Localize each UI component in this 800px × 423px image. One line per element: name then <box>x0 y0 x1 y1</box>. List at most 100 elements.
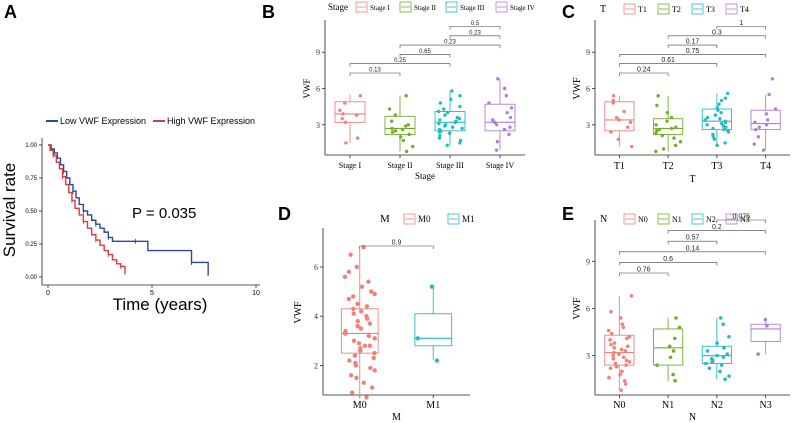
data-point <box>495 140 500 144</box>
data-point <box>721 322 726 327</box>
data-point <box>371 355 376 361</box>
legend-label: Stage III <box>460 4 485 12</box>
data-point <box>720 121 724 126</box>
data-point <box>393 129 398 133</box>
data-point <box>719 110 723 115</box>
p-value-label: 1 <box>739 20 743 27</box>
y-tick-label: 6 <box>316 85 320 94</box>
comparison-bracket: 0.14 <box>619 245 766 255</box>
data-point <box>620 322 625 327</box>
p-value-label: 0.25 <box>394 58 406 64</box>
p-value-label: 0.6 <box>663 256 673 263</box>
legend-label: M0 <box>418 214 431 224</box>
data-point <box>669 115 674 120</box>
p-value-label: 0.24 <box>637 67 651 74</box>
data-point <box>715 143 719 148</box>
data-point <box>442 107 446 111</box>
comparison-bracket: 0.75 <box>619 48 766 58</box>
p-value-label: 0.23 <box>469 30 481 36</box>
data-point <box>437 121 441 126</box>
y-tick-label: 6 <box>314 263 318 272</box>
data-point <box>673 336 677 341</box>
bracket-line <box>449 35 501 39</box>
y-axis-title: VWF <box>572 77 583 100</box>
x-axis-title: Stage <box>415 171 435 181</box>
legend-item-n0: N0 <box>623 213 648 225</box>
bracket-line <box>667 230 766 234</box>
data-point <box>678 140 683 144</box>
data-point <box>655 103 659 108</box>
panel-letter-d: D <box>278 204 291 224</box>
p-value-label: 0.57 <box>686 235 700 242</box>
legend-item-m1: M1 <box>447 213 475 225</box>
data-point <box>668 355 673 360</box>
data-point <box>492 120 497 125</box>
data-point <box>361 245 366 250</box>
data-point <box>627 360 632 364</box>
data-point <box>712 137 717 141</box>
comparison-bracket: 0.76 <box>619 267 669 276</box>
data-point <box>505 110 509 115</box>
data-point <box>654 149 658 154</box>
y-tick-label: 2 <box>314 361 318 370</box>
data-point <box>415 336 420 341</box>
data-point <box>349 390 355 395</box>
data-point <box>508 115 513 120</box>
data-point <box>724 125 728 129</box>
x-tick-label: 5 <box>150 290 154 297</box>
legend-label: Stage II <box>414 4 437 12</box>
comparison-bracket: 0.17 <box>667 39 718 49</box>
x-tick-label: N2 <box>711 400 723 411</box>
box-stage-iii <box>434 89 466 148</box>
data-point <box>628 120 633 125</box>
data-point <box>625 336 629 341</box>
data-point <box>623 382 628 386</box>
data-point <box>705 349 710 353</box>
y-tick-label: 9 <box>586 257 590 266</box>
x-tick-label: Stage I <box>339 161 362 170</box>
data-point <box>393 113 398 117</box>
data-point <box>338 108 342 112</box>
data-point <box>490 118 495 122</box>
data-point <box>390 126 394 131</box>
legend-item-t3: T3 <box>691 3 715 15</box>
data-point <box>508 125 512 129</box>
data-point <box>352 353 358 358</box>
data-point <box>612 341 617 345</box>
data-point <box>372 350 377 356</box>
bracket-line <box>619 63 718 67</box>
data-point <box>400 127 405 132</box>
data-point <box>665 119 669 123</box>
data-point <box>715 341 719 345</box>
iqr-box <box>653 118 684 135</box>
legend-high-label: High VWF Expression <box>167 116 255 126</box>
data-point <box>665 110 670 115</box>
data-point <box>673 143 678 148</box>
data-point <box>354 113 359 117</box>
data-point <box>705 123 709 127</box>
data-point <box>487 101 491 105</box>
data-point <box>445 110 450 115</box>
data-point <box>669 126 674 131</box>
data-point <box>765 324 769 328</box>
legend-item-t1: T1 <box>623 3 647 15</box>
iqr-box <box>334 101 366 123</box>
panel-c-t-boxplot: T T1 T2 T3 T4 3 6 9 T1 T2 T3 T4 T VWF 0.24 0.61 0.75 0.17… <box>572 3 790 185</box>
data-point <box>445 143 449 148</box>
data-point <box>673 379 677 383</box>
data-point <box>727 335 731 339</box>
box-n2 <box>701 316 732 382</box>
data-point <box>757 125 761 129</box>
data-point <box>671 349 676 353</box>
x-tick-label: M0 <box>353 400 367 411</box>
data-point <box>351 306 356 312</box>
data-point <box>722 127 726 132</box>
data-point <box>368 365 373 371</box>
data-point <box>438 118 442 122</box>
x-tick-label: N1 <box>662 400 674 411</box>
y-tick-label: 0.25 <box>25 242 37 248</box>
data-point <box>654 123 658 127</box>
data-point <box>723 141 727 145</box>
data-point <box>364 304 370 309</box>
